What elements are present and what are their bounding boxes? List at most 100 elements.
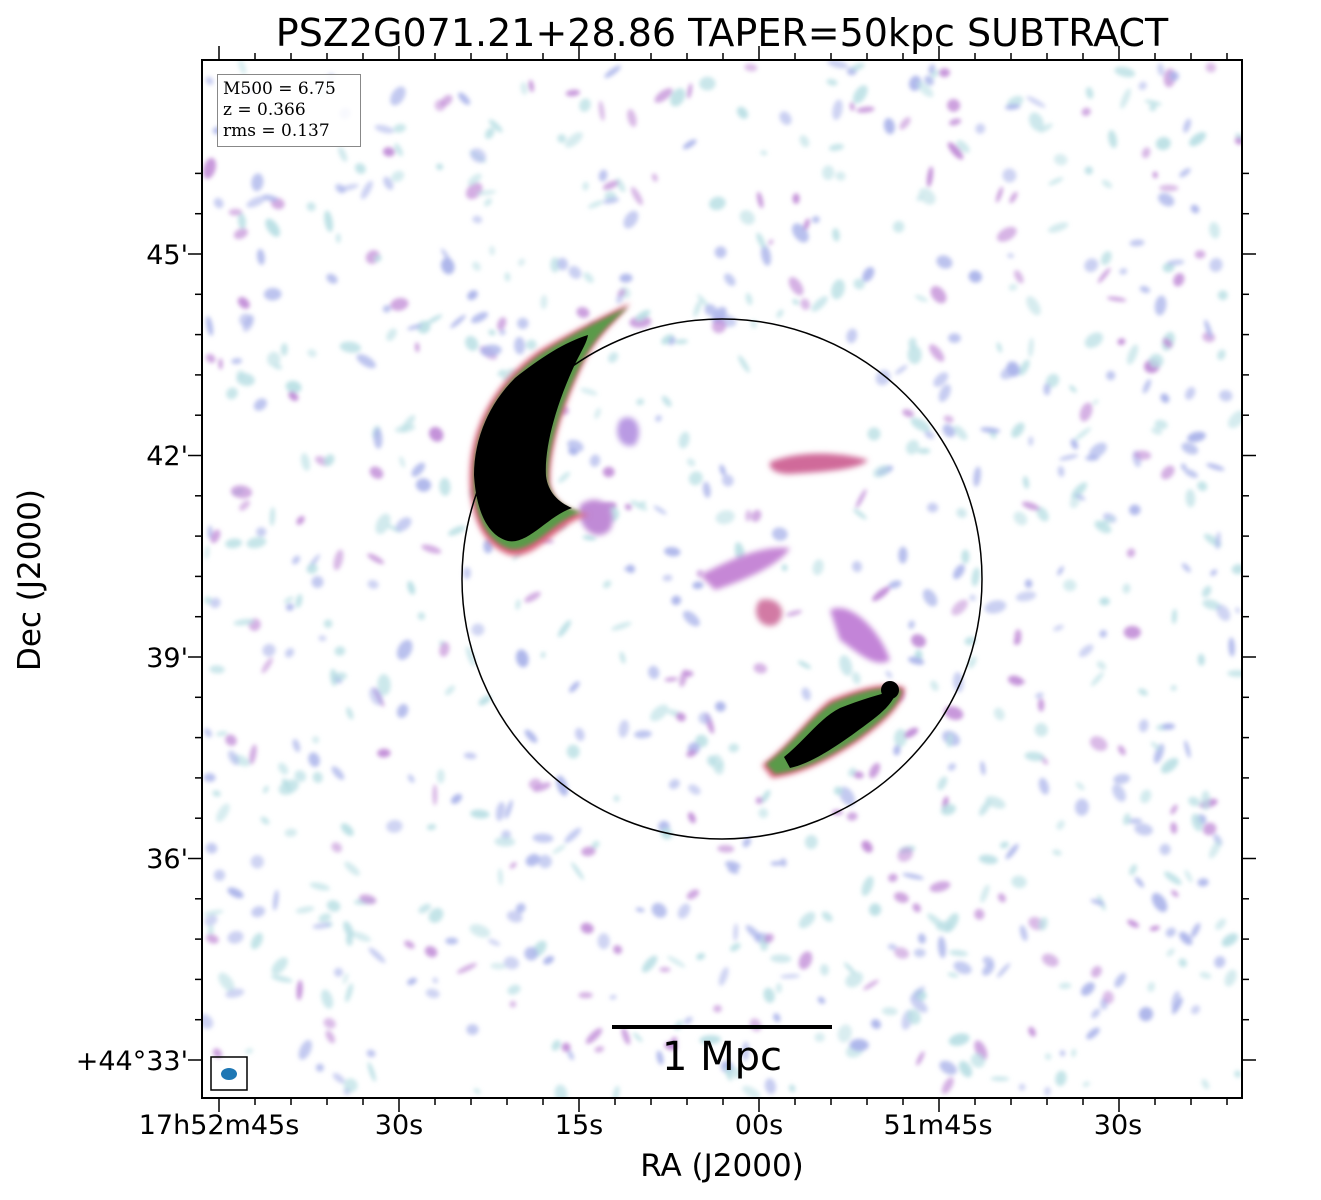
- noise-blob: [958, 1060, 973, 1078]
- noise-blob: [528, 79, 534, 93]
- noise-blob: [567, 1050, 575, 1061]
- noise-blob: [209, 665, 225, 674]
- noise-blob: [230, 485, 253, 499]
- noise-blob: [587, 200, 604, 209]
- noise-blob: [342, 973, 349, 985]
- noise-blob: [653, 505, 667, 515]
- noise-blob: [693, 299, 702, 317]
- noise-blob: [1152, 171, 1158, 179]
- noise-blob: [1217, 349, 1226, 361]
- noise-blob: [856, 106, 875, 113]
- noise-blob: [826, 78, 838, 86]
- noise-blob: [334, 967, 343, 977]
- noise-blob: [346, 707, 354, 720]
- noise-blob: [902, 409, 914, 418]
- noise-blob: [273, 363, 283, 370]
- noise-blob: [1071, 1048, 1077, 1058]
- noise-blob: [383, 176, 394, 190]
- noise-blob: [204, 596, 212, 605]
- noise-blob: [1013, 511, 1028, 526]
- noise-blob: [908, 337, 917, 350]
- noise-blob: [227, 750, 240, 766]
- noise-blob: [1151, 427, 1163, 435]
- noise-blob: [738, 355, 750, 373]
- noise-blob: [1166, 259, 1185, 266]
- noise-blob: [639, 501, 647, 506]
- noise-blob: [953, 425, 968, 441]
- noise-blob: [206, 934, 219, 944]
- noise-blob: [659, 967, 671, 973]
- noise-blob: [956, 140, 970, 153]
- noise-blob: [505, 799, 513, 819]
- noise-blob: [296, 515, 305, 525]
- noise-blob: [261, 657, 273, 674]
- noise-blob: [507, 984, 521, 995]
- noise-blob: [1141, 147, 1151, 159]
- noise-blob: [863, 979, 879, 991]
- noise-blob: [580, 387, 598, 396]
- noise-blob: [904, 727, 919, 738]
- noise-blob: [1085, 87, 1094, 99]
- noise-blob: [312, 922, 331, 930]
- noise-blob: [1187, 431, 1206, 443]
- noise-blob: [1028, 1026, 1036, 1037]
- y-axis-label: Dec (J2000): [12, 488, 48, 672]
- noise-blob: [634, 730, 652, 739]
- noise-blob: [711, 319, 727, 334]
- noise-blob: [296, 980, 303, 1001]
- noise-blob: [520, 81, 528, 95]
- noise-blob: [399, 456, 405, 468]
- r500-circle: [461, 318, 983, 840]
- noise-blob: [263, 785, 269, 794]
- noise-blob: [627, 109, 637, 127]
- noise-blob: [717, 844, 735, 853]
- noise-blob: [908, 656, 925, 665]
- noise-blob: [1089, 736, 1108, 752]
- noise-blob: [262, 643, 276, 657]
- noise-blob: [550, 257, 560, 273]
- noise-blob: [326, 900, 341, 912]
- noise-blob: [687, 83, 693, 99]
- noise-blob: [1011, 875, 1027, 889]
- noise-blob: [980, 884, 990, 903]
- noise-blob: [216, 803, 230, 823]
- noise-blob: [332, 1073, 345, 1084]
- noise-blob: [581, 846, 596, 857]
- noise-blob: [661, 395, 672, 407]
- noise-blob: [417, 320, 431, 334]
- noise-blob: [996, 342, 1002, 353]
- noise-blob: [1140, 789, 1152, 804]
- noise-blob: [867, 427, 881, 441]
- noise-blob: [910, 417, 931, 432]
- noise-blob: [973, 466, 981, 487]
- noise-blob: [1106, 370, 1116, 381]
- noise-blob: [910, 986, 925, 1000]
- noise-blob: [1100, 251, 1112, 266]
- noise-blob: [917, 448, 931, 454]
- noise-blob: [267, 351, 281, 367]
- noise-blob: [1099, 597, 1110, 606]
- noise-blob: [1082, 1081, 1090, 1087]
- noise-blob: [504, 272, 511, 282]
- noise-blob: [1165, 927, 1176, 938]
- x-axis-label: RA (J2000): [640, 1148, 804, 1184]
- noise-blob: [1160, 393, 1170, 403]
- noise-blob: [251, 906, 266, 918]
- noise-blob: [1022, 475, 1030, 489]
- noise-blob: [702, 481, 711, 498]
- y-tick-label: 45': [146, 240, 188, 271]
- noise-blob: [1161, 723, 1175, 730]
- noise-blob: [835, 171, 846, 181]
- noise-blob: [488, 119, 503, 133]
- noise-blob: [1055, 1070, 1067, 1087]
- noise-blob: [908, 620, 915, 630]
- noise-blob: [980, 760, 986, 776]
- noise-blob: [1204, 319, 1213, 338]
- noise-blob: [682, 610, 700, 627]
- noise-blob: [343, 1078, 358, 1093]
- noise-blob: [938, 384, 951, 402]
- x-tick-label: 17h52m45s: [138, 1110, 300, 1141]
- noise-blob: [930, 286, 947, 304]
- noise-blob: [755, 796, 763, 805]
